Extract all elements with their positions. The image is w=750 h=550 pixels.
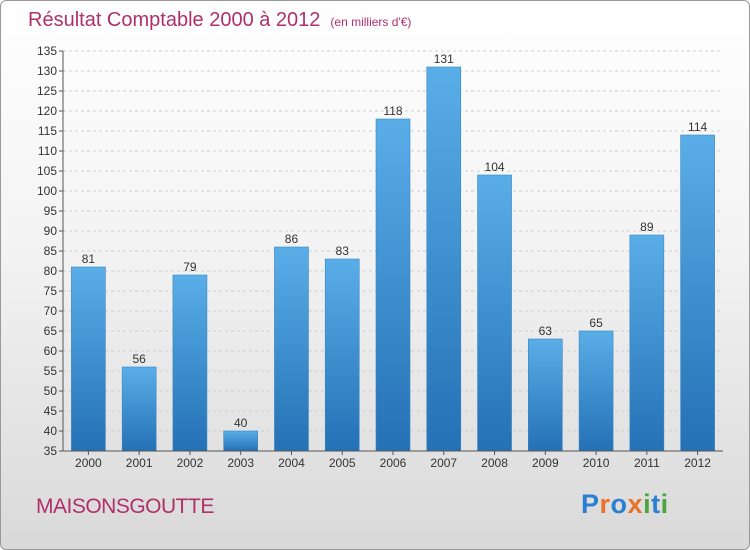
data-label: 79 xyxy=(183,260,197,274)
data-label: 40 xyxy=(234,416,248,430)
logo-letter: r xyxy=(599,489,611,519)
y-tick-label: 100 xyxy=(37,184,57,198)
logo-letter: P xyxy=(581,489,600,519)
bar xyxy=(629,234,665,452)
x-tick-label: 2007 xyxy=(430,456,457,470)
bar xyxy=(324,258,360,452)
proxiti-logo: Proxiti xyxy=(581,489,669,520)
unit-label: (en milliers d'€) xyxy=(330,15,412,29)
bar xyxy=(528,338,563,452)
y-tick-label: 125 xyxy=(37,84,57,98)
x-tick-label: 2009 xyxy=(532,456,559,470)
data-label: 118 xyxy=(383,104,402,118)
bar xyxy=(477,174,512,452)
x-axis: 2000 2001 2002 2003 2004 2005 2006 2007 2008 2009… xyxy=(63,450,723,470)
y-tick-label: 120 xyxy=(37,104,57,118)
data-label: 56 xyxy=(132,352,146,366)
y-tick-label: 65 xyxy=(44,324,58,338)
title-text: Résultat Comptable 2000 à 2012 xyxy=(28,9,321,31)
y-tick-label: 80 xyxy=(44,264,58,278)
x-tick-label: 2006 xyxy=(380,456,407,470)
y-tick-label: 135 xyxy=(37,44,57,58)
data-label: 89 xyxy=(640,220,654,234)
logo-letter: i xyxy=(660,489,669,519)
y-tick-label: 95 xyxy=(44,204,58,218)
logo-letter: i xyxy=(643,489,652,519)
data-label: 63 xyxy=(539,324,553,338)
y-tick-label: 85 xyxy=(44,244,58,258)
data-label: 86 xyxy=(285,232,299,246)
x-tick-label: 2000 xyxy=(75,456,102,470)
y-tick-label: 75 xyxy=(44,284,58,298)
x-tick-label: 2010 xyxy=(583,456,610,470)
y-tick-label: 60 xyxy=(44,344,58,358)
data-label: 65 xyxy=(589,316,603,330)
logo-letter: x xyxy=(627,489,644,519)
y-tick-label: 70 xyxy=(44,304,58,318)
commune-name: MAISONSGOUTTE xyxy=(36,495,214,518)
y-tick-label: 55 xyxy=(44,364,58,378)
y-tick-label: 130 xyxy=(37,64,57,78)
data-label: 81 xyxy=(82,252,96,266)
bar xyxy=(71,266,106,452)
y-tick-label: 105 xyxy=(37,164,57,178)
bar xyxy=(578,330,614,452)
bar xyxy=(274,246,309,452)
x-tick-label: 2001 xyxy=(126,456,153,470)
y-tick-label: 40 xyxy=(44,424,58,438)
bar xyxy=(680,134,715,452)
bar xyxy=(223,430,258,452)
bar xyxy=(375,118,411,452)
chart-title: Résultat Comptable 2000 à 2012 (en millie… xyxy=(28,9,411,32)
logo-letter: o xyxy=(610,489,628,519)
data-label: 104 xyxy=(485,160,505,174)
data-label: 83 xyxy=(336,244,350,258)
y-tick-label: 90 xyxy=(44,224,58,238)
data-label: 131 xyxy=(434,52,454,66)
logo-letter: t xyxy=(651,489,661,519)
y-tick-label: 50 xyxy=(44,384,58,398)
x-tick-label: 2003 xyxy=(227,456,254,470)
y-tick-label: 35 xyxy=(44,444,58,458)
data-label: 114 xyxy=(688,120,707,134)
y-tick-label: 115 xyxy=(38,124,57,138)
bar xyxy=(426,66,462,452)
x-tick-label: 2011 xyxy=(634,456,660,470)
x-tick-label: 2005 xyxy=(329,456,356,470)
x-tick-label: 2002 xyxy=(177,456,204,470)
bar xyxy=(172,274,208,452)
y-tick-label: 110 xyxy=(38,144,57,158)
y-axis: 35 40 45 50 55 60 65 70 75 80 85 90 95 100 105 110 115 12… xyxy=(37,44,64,458)
x-tick-label: 2012 xyxy=(684,456,711,470)
bar xyxy=(121,366,157,452)
bars: 81 56 79 40 86 83 118 131 104 63 65 89 114 xyxy=(71,52,715,452)
y-tick-label: 45 xyxy=(44,404,58,418)
x-tick-label: 2008 xyxy=(481,456,508,470)
x-tick-label: 2004 xyxy=(278,456,305,470)
